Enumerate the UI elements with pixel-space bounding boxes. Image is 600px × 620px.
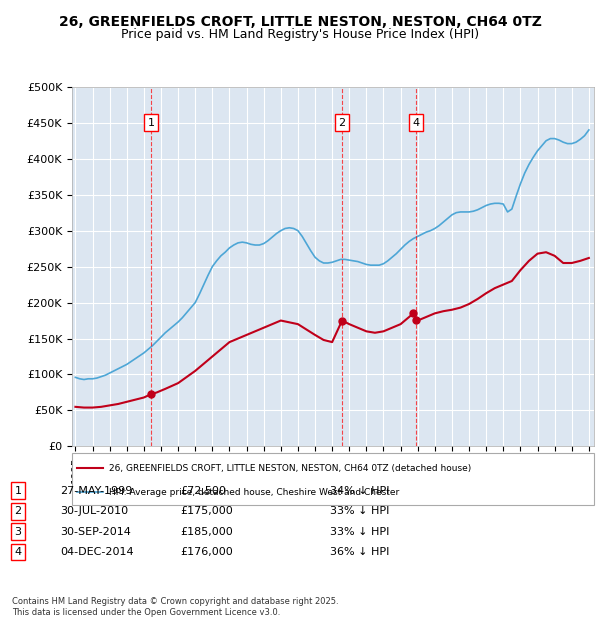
Text: HPI: Average price, detached house, Cheshire West and Chester: HPI: Average price, detached house, Ches… — [109, 487, 399, 497]
Text: 4: 4 — [14, 547, 22, 557]
Text: 26, GREENFIELDS CROFT, LITTLE NESTON, NESTON, CH64 0TZ (detached house): 26, GREENFIELDS CROFT, LITTLE NESTON, NE… — [109, 464, 471, 473]
Text: 33% ↓ HPI: 33% ↓ HPI — [330, 526, 389, 537]
FancyBboxPatch shape — [72, 453, 594, 505]
Text: 30-SEP-2014: 30-SEP-2014 — [60, 526, 131, 537]
Text: 30-JUL-2010: 30-JUL-2010 — [60, 506, 128, 516]
Text: 1: 1 — [14, 485, 22, 496]
Text: 4: 4 — [413, 118, 420, 128]
Text: £72,500: £72,500 — [180, 485, 226, 496]
Text: 04-DEC-2014: 04-DEC-2014 — [60, 547, 134, 557]
Text: £176,000: £176,000 — [180, 547, 233, 557]
Text: £185,000: £185,000 — [180, 526, 233, 537]
Text: 36% ↓ HPI: 36% ↓ HPI — [330, 547, 389, 557]
Text: 1: 1 — [148, 118, 154, 128]
Text: 27-MAY-1999: 27-MAY-1999 — [60, 485, 133, 496]
Text: 2: 2 — [14, 506, 22, 516]
Text: 26, GREENFIELDS CROFT, LITTLE NESTON, NESTON, CH64 0TZ: 26, GREENFIELDS CROFT, LITTLE NESTON, NE… — [59, 16, 541, 30]
Text: 34% ↓ HPI: 34% ↓ HPI — [330, 485, 389, 496]
Text: Price paid vs. HM Land Registry's House Price Index (HPI): Price paid vs. HM Land Registry's House … — [121, 28, 479, 41]
Text: 3: 3 — [14, 526, 22, 537]
Text: 33% ↓ HPI: 33% ↓ HPI — [330, 506, 389, 516]
Text: £175,000: £175,000 — [180, 506, 233, 516]
Text: 2: 2 — [338, 118, 346, 128]
Text: Contains HM Land Registry data © Crown copyright and database right 2025.
This d: Contains HM Land Registry data © Crown c… — [12, 598, 338, 617]
